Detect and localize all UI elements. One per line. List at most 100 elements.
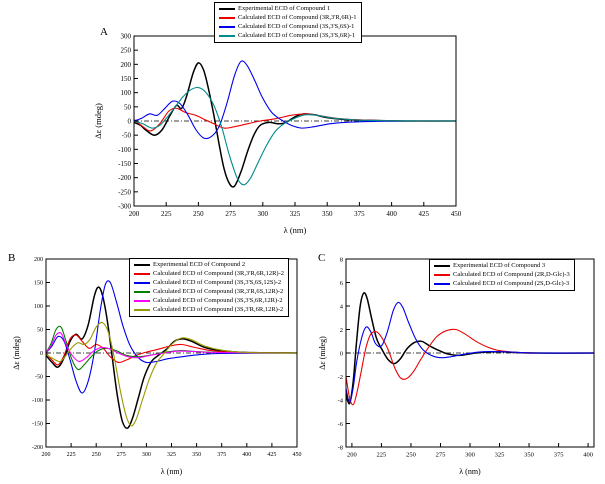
x-axis-label-B: λ (nm) <box>161 467 183 476</box>
y-tick-label-C: -6 <box>338 421 344 428</box>
x-axis-label-A: λ (nm) <box>284 225 307 235</box>
y-axis-label-B: Δε (mdeg) <box>12 336 21 370</box>
legend-line-swatch <box>219 8 235 10</box>
series-A-0 <box>133 62 457 188</box>
legend-label: Calculated ECD of Compound (3R,3'R,6R,12… <box>153 270 284 277</box>
x-tick-label-B: 375 <box>217 452 226 458</box>
chart-svg-A: 200 225 250 275 300 325 350 375 400 425 450 -300 -25… <box>93 32 462 235</box>
legend-item-B-4: Calculated ECD of Compound (3S,3'S,6R,12… <box>134 297 284 305</box>
legend-line-swatch <box>219 35 235 37</box>
x-tick-label-C: 375 <box>554 452 564 459</box>
legend-line-swatch <box>434 265 450 267</box>
y-axis-label-A: Δε (mdeg) <box>93 103 103 139</box>
y-tick-label-C: 2 <box>340 327 343 334</box>
y-tick-label-B: 50 <box>37 328 43 334</box>
x-tick-label-A: 375 <box>354 210 365 218</box>
panel-label-c: C <box>318 252 326 264</box>
y-tick-label-B: 200 <box>34 257 43 263</box>
y-tick-label-A: 100 <box>121 89 132 97</box>
legend-label: Calculated ECD of Compound (3R,3'R,6R)-1 <box>238 14 357 21</box>
y-tick-label-C: -4 <box>338 397 344 404</box>
panel-label-a: A <box>100 26 108 38</box>
series-B-1 <box>45 334 298 366</box>
legend-item-B-1: Calculated ECD of Compound (3R,3'R,6R,12… <box>134 270 284 278</box>
legend-item-A-1: Calculated ECD of Compound (3R,3'R,6R)-1 <box>219 14 357 22</box>
series-C-0 <box>345 292 595 405</box>
legend-label: Calculated ECD of Compound (3S,3'S,6S)-1 <box>238 23 355 30</box>
legend-label: Calculated ECD of Compound (2R,D-Glc)-3 <box>453 271 570 278</box>
x-tick-label-C: 400 <box>583 452 593 459</box>
legend-label: Calculated ECD of Compound (3S,3'S,6S,12… <box>153 279 282 286</box>
x-tick-label-B: 425 <box>267 452 276 458</box>
legend-item-A-3: Calculated ECD of Compound (3S,3'S,6R)-1 <box>219 32 357 40</box>
series-B-4 <box>45 332 298 363</box>
y-tick-label-B: 0 <box>40 351 43 357</box>
legend-item-C-2: Calculated ECD of Compound (2S,D-Glc)-3 <box>434 280 570 288</box>
legend-panel-a: Experimental ECD of Compound 1 Calculated… <box>214 2 362 43</box>
chart-panel-a: 200 225 250 275 300 325 350 375 400 425 450 -300 -25… <box>92 32 464 238</box>
legend-line-swatch <box>134 291 150 293</box>
legend-label: Calculated ECD of Compound (3R,3'R,6S,12… <box>153 288 284 295</box>
x-axis-label-C: λ (nm) <box>459 467 481 476</box>
series-C-1 <box>345 328 595 406</box>
x-tick-label-B: 225 <box>67 452 76 458</box>
y-tick-label-B: -150 <box>32 422 43 428</box>
y-tick-label-A: -100 <box>118 146 131 154</box>
legend-label: Calculated ECD of Compound (3S,3'S,6R)-1 <box>238 32 356 39</box>
x-tick-label-B: 250 <box>92 452 101 458</box>
chart-svg-C: 200 225 250 275 300 325 350 375 400 -8 -6 -4 -2 0 2 4 6 8… <box>318 256 595 476</box>
legend-item-C-1: Calculated ECD of Compound (2R,D-Glc)-3 <box>434 271 570 279</box>
x-tick-label-C: 225 <box>377 452 387 459</box>
legend-line-swatch <box>134 264 150 266</box>
y-tick-label-A: 50 <box>124 103 132 111</box>
x-tick-label-A: 200 <box>129 210 140 218</box>
chart-panel-c: 200 225 250 275 300 325 350 375 400 -8 -6 -4 -2 0 2 4 6 8… <box>316 255 602 479</box>
legend-item-B-5: Calculated ECD of Compound (3S,3'R,6R,12… <box>134 306 284 314</box>
series-C-2 <box>345 301 595 403</box>
panel-label-b: B <box>8 252 16 264</box>
legend-label: Experimental ECD of Compound 2 <box>153 261 246 268</box>
y-tick-label-A: 300 <box>121 32 132 40</box>
x-tick-label-C: 250 <box>406 452 416 459</box>
series-A-1 <box>133 107 457 132</box>
y-tick-label-C: -8 <box>338 444 343 451</box>
y-tick-label-A: -200 <box>118 174 131 182</box>
y-tick-label-B: -50 <box>35 375 43 381</box>
legend-item-C-0: Experimental ECD of Compound 3 <box>434 262 570 270</box>
legend-panel-b: Experimental ECD of Compound 2 Calculated… <box>129 258 289 317</box>
y-tick-label-B: -200 <box>32 445 43 451</box>
x-tick-label-B: 275 <box>117 452 126 458</box>
legend-line-swatch <box>134 282 150 284</box>
legend-panel-c: Experimental ECD of Compound 3 Calculated… <box>429 259 575 291</box>
x-tick-label-A: 425 <box>419 210 430 218</box>
x-tick-label-B: 300 <box>142 452 151 458</box>
y-tick-label-A: 0 <box>128 117 132 125</box>
x-tick-label-A: 400 <box>386 210 397 218</box>
legend-item-A-0: Experimental ECD of Compound 1 <box>219 5 357 13</box>
x-tick-label-A: 275 <box>225 210 236 218</box>
y-tick-label-A: 200 <box>121 61 132 69</box>
x-tick-label-B: 400 <box>242 452 251 458</box>
y-tick-label-B: -100 <box>32 398 43 404</box>
series-B-5 <box>45 321 298 427</box>
legend-line-swatch <box>134 309 150 311</box>
legend-label: Calculated ECD of Compound (3S,3'R,6R,12… <box>153 306 284 313</box>
x-tick-label-B: 350 <box>192 452 201 458</box>
legend-item-B-0: Experimental ECD of Compound 2 <box>134 261 284 269</box>
y-tick-label-A: 150 <box>121 75 132 83</box>
y-axis-label-C: Δε (mdeg) <box>318 336 327 370</box>
y-tick-label-C: 8 <box>340 256 343 263</box>
series-A-2 <box>133 60 456 140</box>
legend-item-A-2: Calculated ECD of Compound (3S,3'S,6S)-1 <box>219 23 357 31</box>
legend-label: Experimental ECD of Compound 3 <box>453 262 546 269</box>
x-tick-label-B: 450 <box>293 452 302 458</box>
y-tick-label-C: 0 <box>340 350 343 357</box>
y-tick-label-C: -2 <box>338 374 343 381</box>
legend-line-swatch <box>219 17 235 19</box>
x-tick-label-C: 325 <box>495 452 505 459</box>
x-tick-label-B: 200 <box>42 452 51 458</box>
x-tick-label-A: 225 <box>161 210 172 218</box>
y-tick-label-B: 100 <box>34 304 43 310</box>
chart-svg-B: 200 225 250 275 300 325 350 375 400 425 450 -200 -15… <box>12 257 302 476</box>
